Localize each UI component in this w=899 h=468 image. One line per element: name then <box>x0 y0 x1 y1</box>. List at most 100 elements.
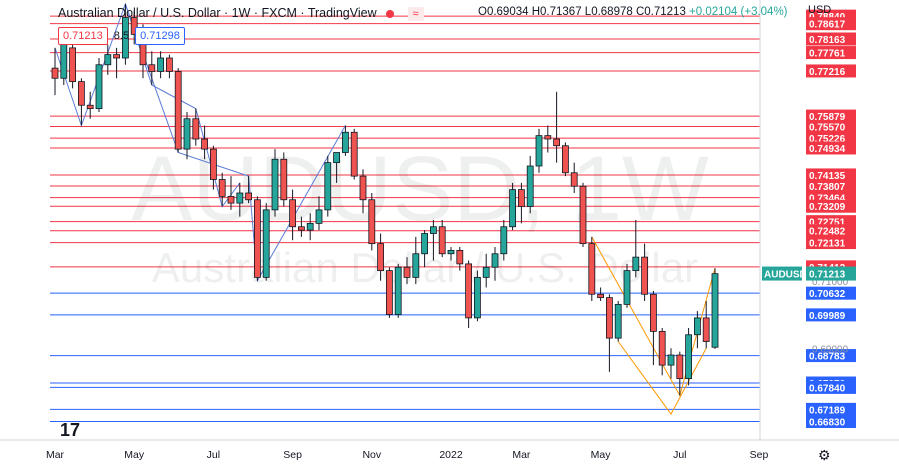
resistance-price-label: 0.75570 <box>809 123 846 134</box>
resistance-price-label: 0.72131 <box>809 239 846 250</box>
candle <box>623 263 631 308</box>
x-tick-label: Jul <box>207 449 220 461</box>
candle <box>447 247 455 261</box>
candle-body <box>271 158 279 211</box>
support-price-label-bg <box>806 380 856 394</box>
candle <box>209 145 217 190</box>
candle <box>104 44 112 75</box>
ohlc-legend: O0.69034 H0.71367 L0.68978 C0.71213 +0.0… <box>478 6 788 18</box>
candle-body <box>526 165 534 207</box>
candle-body <box>570 172 578 187</box>
candle-body <box>359 175 367 201</box>
tradingview-logo-icon[interactable]: 17 <box>60 420 81 440</box>
candle <box>289 189 297 241</box>
candle-body <box>289 199 297 228</box>
resistance-price-label-bg <box>806 199 856 213</box>
candle-body <box>606 297 613 339</box>
candle <box>570 162 578 193</box>
candles <box>51 4 719 396</box>
candle <box>658 328 666 376</box>
candle-body <box>306 222 314 231</box>
candle-body <box>465 263 473 319</box>
candle <box>694 311 701 349</box>
support-price-label: 0.66830 <box>809 417 846 428</box>
close-value: C0.71213 <box>635 6 686 18</box>
candle-body <box>685 334 692 380</box>
last-price-symbol: AUDUSD <box>764 270 807 281</box>
time-axis: Mar May Jul Sep Nov 2022 Mar May Jul Sep <box>0 439 899 461</box>
wave-indicator-icon[interactable]: ≈ <box>407 6 424 21</box>
candle-body <box>201 138 209 150</box>
resistance-price-label: 0.78617 <box>809 20 846 31</box>
low-value: L0.68978 <box>584 6 633 18</box>
candle-body <box>324 162 332 211</box>
candle <box>280 152 288 207</box>
candle <box>148 51 156 85</box>
candle <box>676 351 684 396</box>
x-tick-label: Mar <box>46 449 65 461</box>
x-tick-label: May <box>124 449 145 461</box>
candle-body <box>394 266 402 315</box>
candle-body <box>447 249 455 255</box>
candle <box>69 37 76 89</box>
candle <box>350 128 358 180</box>
candle <box>359 169 367 214</box>
candle <box>236 182 244 217</box>
settings-gear-icon[interactable]: ⚙ <box>818 447 831 463</box>
candle <box>500 220 508 261</box>
candle-body <box>588 243 596 295</box>
candle <box>394 263 402 318</box>
candle-body <box>597 293 604 299</box>
x-tick-label: Sep <box>283 449 302 461</box>
candle-body <box>297 226 305 231</box>
resistance-price-label: 0.74934 <box>809 144 846 155</box>
candle <box>465 260 473 328</box>
support-price-label: 0.68783 <box>809 352 846 363</box>
candle-body <box>623 270 631 305</box>
candle-body <box>253 199 261 278</box>
candle-body <box>500 226 508 255</box>
candle-body <box>438 226 446 255</box>
candle-body <box>130 17 138 35</box>
x-tick-label: Nov <box>362 449 381 461</box>
candle-body <box>491 253 499 268</box>
candle-body <box>579 185 587 245</box>
x-tick-label: Sep <box>750 449 769 461</box>
candle-body <box>694 317 701 336</box>
last-price-value: 0.71213 <box>809 270 846 281</box>
sell-button[interactable]: 0.71213 <box>58 27 108 45</box>
candle-body <box>632 256 640 272</box>
candle-body <box>157 57 165 72</box>
candle <box>509 182 517 231</box>
y-tick-label: 0.69000 <box>812 344 849 355</box>
alert-dot-icon[interactable] <box>386 9 395 18</box>
buy-button[interactable]: 0.71298 <box>135 27 185 45</box>
candle <box>632 220 640 278</box>
symbol-title[interactable]: Australian Dollar / U.S. Dollar · 1W · F… <box>58 6 377 20</box>
candle <box>535 128 543 173</box>
x-tick-label: 2022 <box>439 449 463 461</box>
open-value: O0.69034 <box>478 6 529 18</box>
resistance-price-label-bg <box>806 141 856 155</box>
support-price-label-bg <box>806 286 856 300</box>
candle-body <box>518 189 525 207</box>
candle-body <box>86 104 94 110</box>
candle-body <box>315 209 323 224</box>
candle-body <box>95 64 103 110</box>
chart-header: Australian Dollar / U.S. Dollar · 1W · F… <box>58 6 424 21</box>
candle-body <box>174 71 182 150</box>
candle-body <box>165 57 173 72</box>
candle <box>579 182 587 247</box>
last-price-label-bg <box>806 266 856 281</box>
channel-line <box>617 341 707 416</box>
candle <box>553 91 560 163</box>
candle-body <box>377 243 385 272</box>
candle-body <box>341 131 349 153</box>
currency-label[interactable]: USD <box>808 4 832 16</box>
candle <box>130 10 138 45</box>
resistance-price-label-bg <box>806 120 856 134</box>
candle-body <box>562 145 569 174</box>
resistance-price-label-bg <box>806 64 856 78</box>
resistance-price-label: 0.77216 <box>809 67 846 78</box>
